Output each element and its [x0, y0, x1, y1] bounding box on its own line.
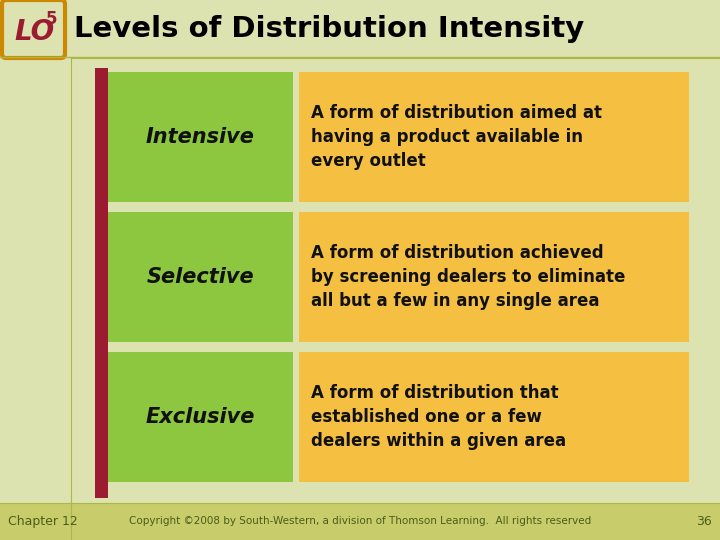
- Text: Copyright ©2008 by South-Western, a division of Thomson Learning.  All rights re: Copyright ©2008 by South-Western, a divi…: [129, 516, 591, 526]
- Text: Intensive: Intensive: [146, 127, 255, 147]
- Bar: [299, 212, 689, 342]
- Text: 5: 5: [46, 10, 58, 28]
- Text: Exclusive: Exclusive: [146, 407, 255, 427]
- Text: A form of distribution aimed at
having a product available in
every outlet: A form of distribution aimed at having a…: [311, 104, 602, 170]
- Bar: [108, 212, 293, 342]
- Text: LO: LO: [14, 18, 54, 46]
- Bar: [95, 68, 108, 498]
- Text: Selective: Selective: [147, 267, 254, 287]
- Text: Levels of Distribution Intensity: Levels of Distribution Intensity: [74, 15, 584, 43]
- Bar: [299, 72, 689, 202]
- Text: 36: 36: [696, 515, 712, 528]
- Text: A form of distribution achieved
by screening dealers to eliminate
all but a few : A form of distribution achieved by scree…: [311, 244, 626, 310]
- FancyBboxPatch shape: [2, 0, 65, 58]
- Bar: [108, 352, 293, 482]
- Bar: [299, 352, 689, 482]
- Text: A form of distribution that
established one or a few
dealers within a given area: A form of distribution that established …: [311, 384, 566, 450]
- Text: Chapter 12: Chapter 12: [8, 515, 78, 528]
- Bar: [0, 503, 720, 540]
- Bar: [108, 72, 293, 202]
